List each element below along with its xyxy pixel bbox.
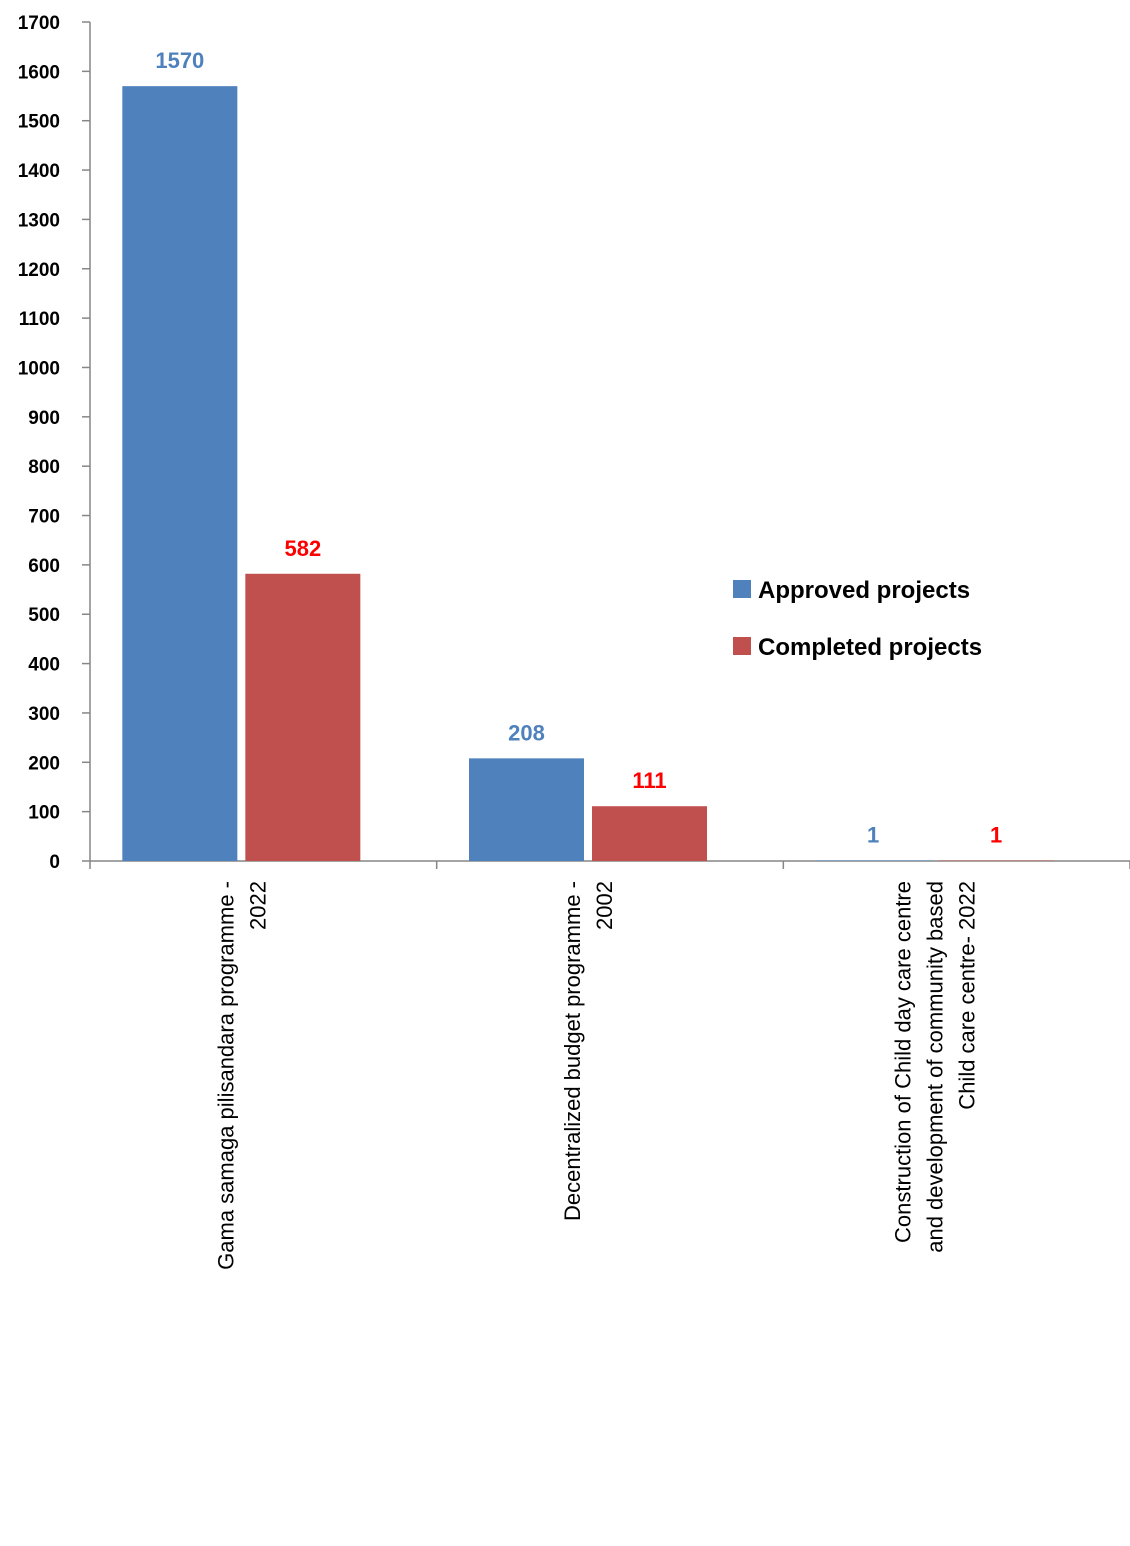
y-tick-label: 1400 xyxy=(18,161,60,182)
category-label-line: Gama samaga pilisandara programme - xyxy=(213,881,238,1270)
legend: Approved projects Completed projects xyxy=(733,577,982,661)
category-label-1: Gama samaga pilisandara programme - 2022 xyxy=(213,881,270,1270)
y-tick-label: 1500 xyxy=(18,112,60,133)
y-tick-label: 700 xyxy=(28,507,60,528)
bar-completed-projects xyxy=(245,573,361,861)
data-label: 1 xyxy=(867,823,879,848)
y-tick-label: 1000 xyxy=(18,358,60,379)
y-tick-label: 1700 xyxy=(18,13,60,34)
category-label-line: 2022 xyxy=(245,881,270,930)
category-label-2: Decentralized budget programme - 2002 xyxy=(560,881,617,1221)
data-label: 582 xyxy=(284,536,321,561)
y-tick-label: 100 xyxy=(28,803,60,824)
data-label: 208 xyxy=(508,720,545,745)
axes: 0 100 200 300 400 500 600 700 800 900 1000 1100 1200… xyxy=(18,13,1130,873)
y-tick-label: 200 xyxy=(28,753,60,774)
bar-completed-projects xyxy=(592,806,707,861)
y-tick-label: 0 xyxy=(49,852,60,873)
category-label-line: 2002 xyxy=(592,881,617,930)
y-tick-label: 800 xyxy=(28,457,60,478)
category-label-line: Child care centre- 2022 xyxy=(955,881,980,1110)
y-tick-label: 1600 xyxy=(18,62,60,83)
y-tick-label: 600 xyxy=(28,556,60,577)
y-tick-label: 1100 xyxy=(19,309,60,330)
category-label-3: Construction of Child day care centre and… xyxy=(891,881,980,1253)
legend-label: Approved projects xyxy=(758,577,970,604)
bar-approved-projects xyxy=(122,86,238,862)
y-tick-label: 300 xyxy=(28,704,60,725)
y-tick-label: 400 xyxy=(28,655,60,676)
legend-swatch xyxy=(733,637,751,655)
category-label-line: and development of community based xyxy=(923,881,948,1253)
bars xyxy=(122,86,1054,862)
bar-approved-projects xyxy=(469,758,584,861)
data-label: 111 xyxy=(632,768,666,793)
y-tick-label: 1300 xyxy=(18,210,60,231)
y-tick-label: 1200 xyxy=(18,260,60,281)
category-label-line: Construction of Child day care centre xyxy=(891,881,916,1243)
y-tick-label: 500 xyxy=(28,605,60,626)
category-label-line: Decentralized budget programme - xyxy=(560,881,585,1221)
category-labels: Gama samaga pilisandara programme - 2022 D… xyxy=(213,881,979,1270)
data-label: 1 xyxy=(990,823,1002,848)
y-tick-label: 900 xyxy=(28,408,60,429)
legend-label: Completed projects xyxy=(758,634,982,661)
data-label: 1570 xyxy=(155,48,204,73)
legend-swatch xyxy=(733,580,751,598)
